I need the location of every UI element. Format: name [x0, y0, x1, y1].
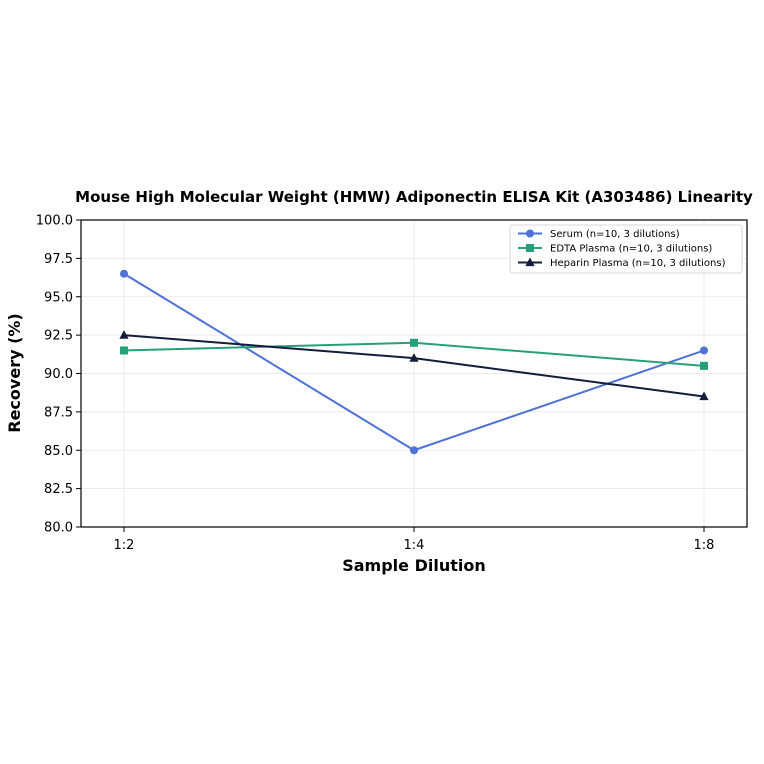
data-point — [700, 361, 708, 370]
data-point — [119, 330, 129, 339]
series-2 — [119, 330, 709, 401]
x-axis-label: Sample Dilution — [342, 556, 486, 575]
series-1 — [120, 338, 708, 370]
legend: Serum (n=10, 3 dilutions) EDTA Plasma (n=… — [509, 224, 743, 274]
x-tick-label: 1:2 — [114, 538, 135, 553]
legend-box — [509, 224, 743, 274]
data-point — [120, 346, 128, 355]
legend-marker — [525, 257, 535, 267]
data-point — [700, 346, 708, 355]
chart-title: Mouse High Molecular Weight (HMW) Adipon… — [75, 188, 753, 206]
y-tick-label: 80.0 — [44, 521, 73, 536]
x-tick-label: 1:4 — [404, 538, 425, 553]
y-axis-label: Recovery (%) — [5, 313, 24, 432]
y-tick-label: 87.5 — [44, 405, 73, 420]
axes — [76, 219, 748, 532]
data-point — [699, 391, 709, 401]
y-tick-label: 97.5 — [44, 252, 73, 267]
y-tick-label: 85.0 — [44, 444, 73, 459]
legend-item: EDTA Plasma (n=10, 3 dilutions) — [518, 244, 712, 255]
series-layer — [119, 269, 709, 455]
y-tick-label: 100.0 — [36, 214, 73, 229]
tick-labels: 80.0 82.5 85.0 87.5 90.0 92.5 95.0 97.5 100.0 1:2… — [36, 214, 715, 554]
legend-label: EDTA Plasma (n=10, 3 dilutions) — [550, 244, 712, 255]
y-tick-label: 82.5 — [44, 482, 73, 497]
plot-frame — [80, 219, 748, 528]
y-tick-label: 90.0 — [44, 367, 73, 382]
x-tick-label: 1:8 — [694, 538, 715, 553]
data-point — [120, 269, 128, 278]
legend-label: Serum (n=10, 3 dilutions) — [550, 229, 680, 240]
legend-item: Heparin Plasma (n=10, 3 dilutions) — [518, 257, 726, 269]
data-point — [410, 446, 418, 455]
legend-marker — [526, 229, 534, 238]
data-point — [409, 353, 419, 362]
data-point — [410, 338, 418, 347]
y-tick-label: 95.0 — [44, 290, 73, 305]
y-tick-label: 92.5 — [44, 329, 73, 344]
legend-item: Serum (n=10, 3 dilutions) — [518, 229, 680, 240]
legend-label: Heparin Plasma (n=10, 3 dilutions) — [550, 258, 726, 269]
legend-marker — [526, 244, 534, 252]
